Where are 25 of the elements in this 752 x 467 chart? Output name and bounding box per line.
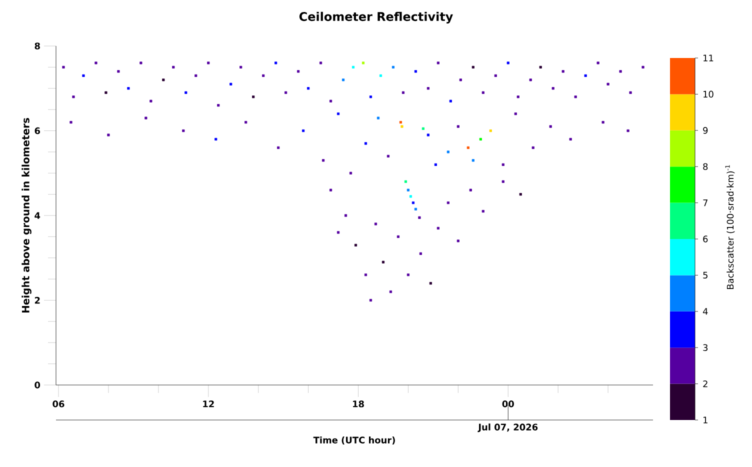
color-bar-label: 11 [704, 54, 714, 62]
x-tick-label: 06 [52, 400, 64, 408]
x-tick-label: 18 [353, 400, 364, 408]
chart-title: Ceilometer Reflectivity [299, 12, 453, 24]
color-bar-label: 10 [704, 90, 714, 98]
color-bar-label: 7 [703, 200, 708, 206]
y-tick-label: 8 [34, 42, 40, 50]
y-tick-label: 6 [34, 127, 40, 134]
y-tick-label: 0 [34, 382, 40, 388]
color-bar-label: 8 [703, 163, 708, 170]
x-tick-label: 12 [203, 400, 214, 408]
y-tick-label: 4 [34, 212, 40, 219]
y-axis-title: Height above ground in kilometers [22, 118, 32, 312]
color-bar-label: 9 [703, 127, 708, 134]
color-bar-label: 5 [703, 272, 708, 279]
y-tick-label: 2 [34, 296, 40, 304]
color-bar-title: Backscatter (100·srad·km)$^{-1}$ [725, 165, 735, 289]
color-bar-label: 4 [702, 308, 708, 315]
x-axis-title: Time (UTC hour) [313, 436, 395, 445]
x-tick-label: 00 [502, 400, 514, 408]
annotation: Jul 07, 2026 [478, 424, 538, 432]
color-bar-label: 2 [703, 380, 708, 388]
color-bar-label: 1 [704, 416, 708, 424]
color-bar-label: 6 [703, 236, 708, 242]
color-bar-label: 3 [703, 344, 708, 351]
